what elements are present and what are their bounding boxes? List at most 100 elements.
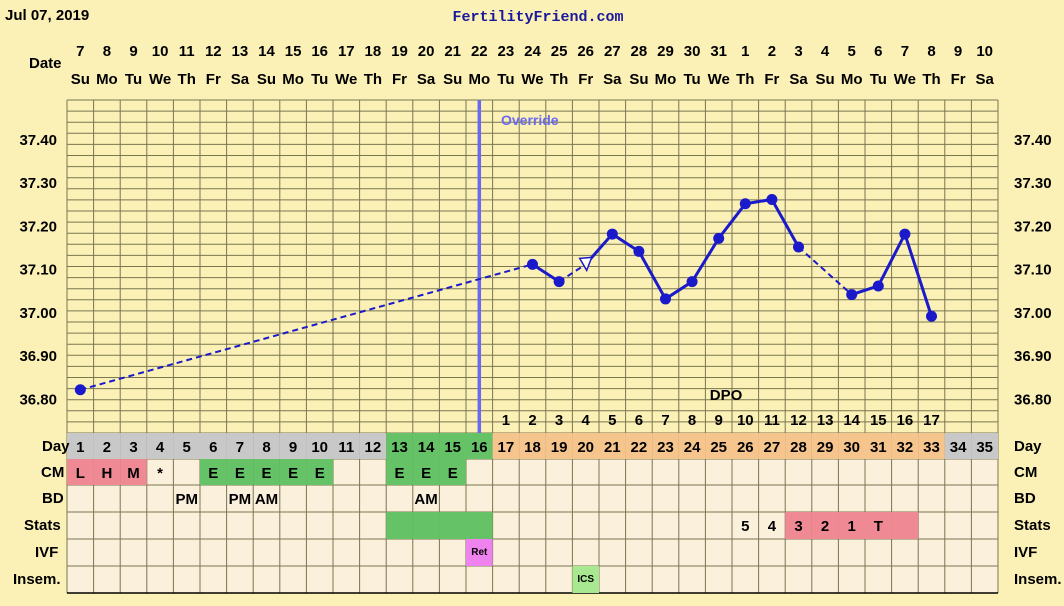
stats-label-left: Stats	[24, 517, 61, 534]
temp-line-segment	[690, 237, 720, 283]
weekday-label: We	[149, 71, 171, 88]
marker-cell	[412, 459, 440, 485]
temp-line-segment	[797, 246, 853, 296]
day-cell	[439, 433, 466, 459]
weekday-label: Su	[71, 71, 90, 88]
date-label: 23	[498, 43, 515, 60]
dpo-label: 2	[528, 412, 536, 429]
date-label: 28	[631, 43, 648, 60]
marker-cell	[412, 512, 440, 539]
day-cell	[732, 433, 759, 459]
cm-value: E	[208, 465, 218, 482]
cycle-day-label: 3	[129, 439, 137, 456]
day-cell	[120, 433, 147, 459]
day-cell	[386, 433, 413, 459]
day-cell	[705, 433, 732, 459]
date-label: 7	[76, 43, 84, 60]
marker-cell	[785, 512, 812, 539]
dpo-label: 13	[817, 412, 834, 429]
weekday-label: Sa	[603, 71, 622, 88]
day-cell	[758, 433, 786, 459]
weekday-label: Su	[816, 71, 835, 88]
y-tick-left: 37.00	[19, 305, 57, 322]
cm-value: M	[127, 465, 140, 482]
date-row-label: Date	[29, 55, 62, 72]
dpo-label: 14	[843, 412, 860, 429]
cycle-day-label: 2	[103, 439, 111, 456]
cycle-day-label: 35	[976, 439, 993, 456]
date-label: 4	[821, 43, 830, 60]
y-tick-left: 36.80	[19, 391, 57, 408]
weekday-label: Mo	[655, 71, 677, 88]
header-date: Jul 07, 2019	[5, 7, 89, 24]
cycle-day-label: 11	[338, 439, 354, 456]
date-label: 6	[874, 43, 882, 60]
date-label: 26	[577, 43, 594, 60]
marker-cell	[253, 459, 280, 485]
day-label-left: Day	[42, 438, 70, 455]
weekday-label: Su	[629, 71, 648, 88]
insem-label-right: Insem.	[1014, 571, 1062, 588]
date-label: 1	[741, 43, 749, 60]
stats-value: T	[874, 518, 883, 535]
date-label: 8	[103, 43, 111, 60]
date-label: 17	[338, 43, 355, 60]
weekday-label: Sa	[231, 71, 250, 88]
cm-value: E	[448, 465, 458, 482]
date-label: 9	[129, 43, 137, 60]
cycle-day-label: 16	[471, 439, 488, 456]
weekday-label: We	[335, 71, 357, 88]
day-cell	[412, 433, 440, 459]
day-cell	[652, 433, 679, 459]
cycle-day-label: 20	[577, 439, 594, 456]
weekday-label: Mo	[96, 71, 118, 88]
marker-cell	[891, 512, 919, 539]
y-tick-right: 37.10	[1014, 262, 1052, 279]
cycle-day-label: 17	[498, 439, 515, 456]
dpo-label: DPO	[710, 387, 743, 404]
stats-value: 3	[794, 518, 802, 535]
dpo-label: 15	[870, 412, 887, 429]
day-cell	[625, 433, 653, 459]
marker-cell	[93, 459, 121, 485]
dpo-label: 3	[555, 412, 563, 429]
weekday-label: We	[708, 71, 730, 88]
date-label: 29	[657, 43, 674, 60]
cm-value: L	[76, 465, 85, 482]
day-cell	[466, 433, 493, 459]
temp-point	[739, 198, 751, 210]
cycle-day-label: 18	[524, 439, 541, 456]
temp-point	[872, 280, 884, 292]
dpo-label: 8	[688, 412, 696, 429]
cm-value: E	[235, 465, 245, 482]
date-label: 24	[524, 43, 541, 60]
temp-line-segment	[770, 198, 800, 248]
cm-label-right: CM	[1014, 464, 1037, 481]
temp-line-segment	[876, 233, 907, 287]
site-name[interactable]: FertilityFriend.com	[452, 9, 623, 26]
marker-cell	[572, 566, 599, 593]
temp-point	[686, 276, 698, 288]
dpo-label: 6	[635, 412, 643, 429]
marker-cell	[838, 512, 865, 539]
date-label: 25	[551, 43, 568, 60]
dpo-label: 1	[502, 412, 510, 429]
weekday-label: Fr	[578, 71, 593, 88]
temp-point	[766, 193, 778, 205]
date-label: 12	[205, 43, 222, 60]
cycle-day-label: 14	[418, 439, 435, 456]
cycle-day-label: 19	[551, 439, 568, 456]
temp-point	[713, 232, 725, 244]
day-label-right: Day	[1014, 438, 1042, 455]
day-cell	[492, 433, 520, 459]
day-cell	[306, 433, 333, 459]
cm-value: E	[315, 465, 325, 482]
temp-point	[846, 289, 858, 301]
temp-point	[926, 310, 937, 322]
marker-cell	[386, 512, 413, 539]
dpo-label: 7	[661, 412, 669, 429]
y-tick-left: 37.40	[19, 132, 57, 149]
marker-cell	[200, 459, 227, 485]
ivf-value: Ret	[471, 547, 488, 558]
dpo-label: 16	[897, 412, 914, 429]
